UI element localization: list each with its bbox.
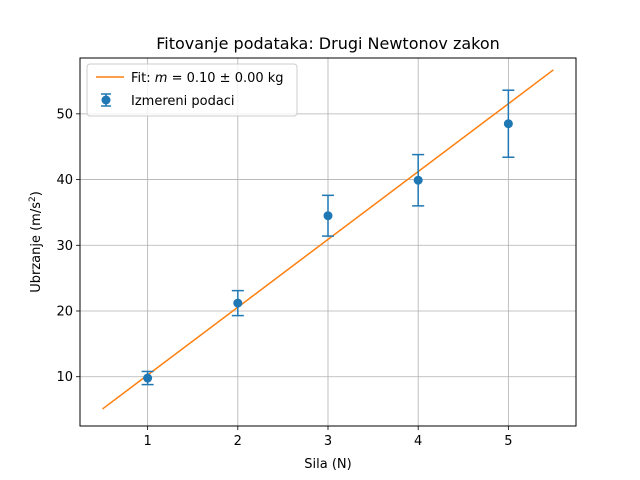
y-tick-label: 30 (56, 239, 73, 254)
x-tick-label: 3 (324, 434, 332, 449)
data-point (323, 211, 333, 221)
y-tick-label: 50 (56, 107, 73, 122)
legend-points-label: Izmereni podaci (131, 94, 235, 109)
legend-box (86, 63, 298, 117)
fit-series (102, 69, 554, 410)
x-tick-label: 1 (143, 434, 151, 449)
x-tick-label: 4 (414, 434, 422, 449)
legend-fit-prefix: Fit: (131, 71, 155, 86)
fit-line (102, 69, 554, 410)
x-tick-label: 5 (504, 434, 512, 449)
x-axis-label: Sila (N) (304, 457, 351, 472)
legend-points-swatch (101, 93, 111, 107)
legend: Fit: m = 0.10 ± 0.00 kg Izmereni podaci (86, 63, 298, 117)
legend-fit-rest: = 0.10 ± 0.00 kg (167, 71, 283, 86)
y-tick-label: 10 (56, 370, 73, 385)
y-axis: 10 20 30 40 50 (56, 107, 80, 385)
chart-title: Fitovanje podataka: Drugi Newtonov zakon (156, 34, 500, 53)
legend-points-marker (101, 95, 111, 105)
y-tick-label: 40 (56, 173, 73, 188)
data-point (233, 298, 243, 308)
data-point (503, 119, 513, 129)
y-axis-label-sup: 2 (28, 196, 38, 202)
y-axis-label-main: Ubrzanje (m/s (29, 202, 44, 293)
x-axis: 1 2 3 4 5 (143, 426, 513, 449)
y-axis-label: Ubrzanje (m/s2) (28, 191, 44, 293)
data-point (143, 373, 153, 383)
data-point (413, 175, 423, 185)
y-axis-label-end: ) (29, 191, 44, 196)
y-tick-label: 20 (56, 305, 73, 320)
x-tick-label: 2 (234, 434, 242, 449)
legend-fit-math: m (155, 71, 168, 86)
grid (80, 58, 576, 426)
legend-fit-label: Fit: m = 0.10 ± 0.00 kg (131, 71, 284, 86)
measured-series (141, 89, 515, 386)
